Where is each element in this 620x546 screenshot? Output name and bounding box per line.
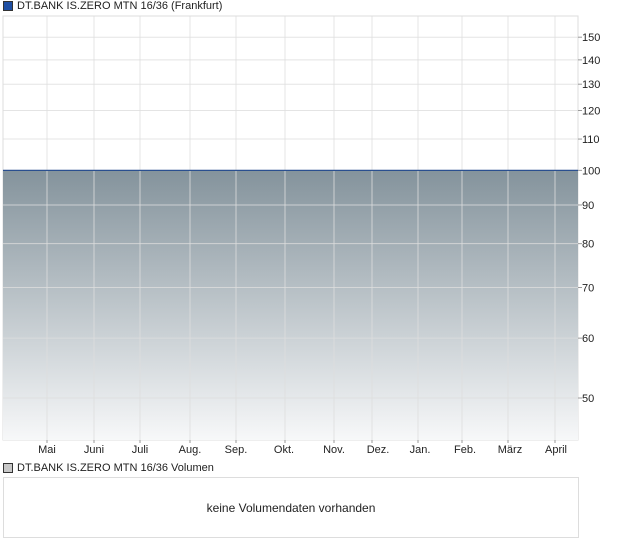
y-tick-label: 130 — [582, 79, 600, 91]
volume-legend-swatch — [3, 463, 13, 473]
x-tick-label: Sep. — [225, 444, 248, 456]
price-chart: 50 60 70 80 90 100 110 120 130 140 150 Mai Juni Juli A… — [2, 15, 600, 456]
y-tick-label: 140 — [582, 55, 600, 67]
x-tick-label: Jan. — [410, 444, 431, 456]
x-tick-label: April — [545, 444, 567, 456]
x-tick-label: Feb. — [454, 444, 476, 456]
x-tick-label: Aug. — [179, 444, 202, 456]
x-tick-label: Okt. — [274, 444, 294, 456]
x-tick-label: Dez. — [367, 444, 390, 456]
volume-panel: keine Volumendaten vorhanden — [3, 477, 579, 538]
y-tick-label: 100 — [582, 165, 600, 177]
y-tick-label: 150 — [582, 32, 600, 44]
y-tick-label: 120 — [582, 105, 600, 117]
y-tick-label: 90 — [582, 200, 594, 212]
price-legend: DT.BANK IS.ZERO MTN 16/36 (Frankfurt) — [3, 0, 222, 12]
price-area — [3, 170, 578, 440]
y-tick-label: 80 — [582, 239, 594, 251]
price-legend-label: DT.BANK IS.ZERO MTN 16/36 (Frankfurt) — [17, 0, 223, 12]
volume-empty-message: keine Volumendaten vorhanden — [206, 500, 376, 515]
x-tick-label: Mai — [38, 444, 56, 456]
y-tick-label: 50 — [582, 393, 594, 405]
y-tick-label: 70 — [582, 283, 594, 295]
price-legend-swatch — [3, 1, 13, 11]
x-tick-label: Juni — [84, 444, 104, 456]
x-tick-label: Nov. — [323, 444, 345, 456]
x-tick-label: Juli — [132, 444, 149, 456]
y-tick-label: 110 — [582, 134, 600, 146]
volume-legend: DT.BANK IS.ZERO MTN 16/36 Volumen — [3, 462, 214, 474]
y-tick-label: 60 — [582, 333, 594, 345]
x-tick-label: März — [498, 444, 522, 456]
volume-legend-label: DT.BANK IS.ZERO MTN 16/36 Volumen — [17, 462, 214, 474]
